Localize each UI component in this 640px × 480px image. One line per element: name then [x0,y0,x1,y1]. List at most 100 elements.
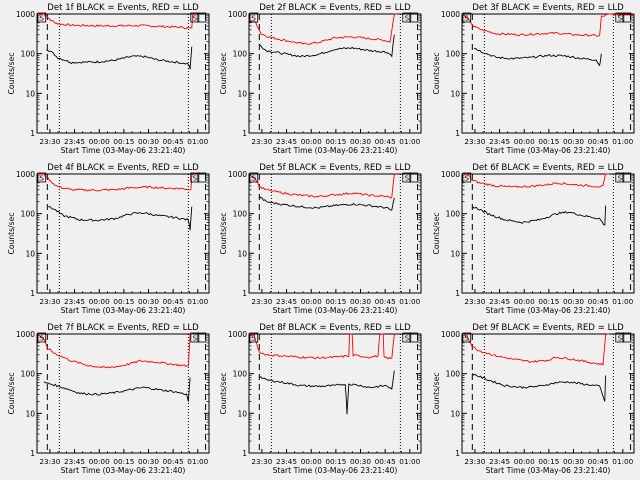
plot-frame [36,13,210,134]
y-tick-label: 10 [25,409,35,418]
y-tick-label: 1 [30,289,35,298]
chart-panel-2: Det 2f BLACK = Events, RED = LLD 1 10 100 10… [219,3,422,155]
x-tick-label: 00:00 [301,297,322,306]
saa-marker-label: S [193,175,198,183]
events-series-line [471,373,607,402]
y-axis-label: Counts/sec [7,53,16,95]
y-tick-label: 1000 [16,10,35,19]
y-tick-label: 10 [450,89,460,98]
x-tick-label: 00:15 [113,297,134,306]
y-axis-label: Counts/sec [432,373,441,415]
x-tick-label: 23:30 [251,297,272,306]
events-series-line [473,47,602,67]
y-axis-label: Counts/sec [432,53,441,95]
saa-marker-box [249,12,259,23]
x-tick-label: 23:30 [39,297,60,306]
saa-marker-label: S [405,335,410,343]
x-tick-label: 00:15 [538,137,559,146]
saa-marker-box [462,172,472,183]
y-tick-label: 1000 [228,330,247,339]
lld-series-line [461,173,610,188]
x-axis-label: Start Time (03-May-06 23:21:40) [61,146,186,155]
x-tick-label: 01:00 [612,457,633,466]
x-tick-label: 00:30 [138,297,159,306]
chart-panel-7: Det 7f BLACK = Events, RED = LLD 1 10 100 10… [7,323,210,475]
y-tick-label: 1000 [228,10,247,19]
chart-panel-8: Det 8f BLACK = Events, RED = LLD 1 10 100 10… [219,323,422,475]
saa-marker-box [462,12,472,23]
x-tick-label: 00:30 [350,297,371,306]
x-tick-label: 00:15 [538,457,559,466]
plot-frame [36,333,210,454]
chart-title: Det 5f BLACK = Events, RED = LLD [259,163,411,173]
x-tick-label: 23:30 [464,457,485,466]
plot-frame [36,173,210,294]
saa-marker-box [37,172,47,183]
y-tick-label: 10 [237,89,247,98]
y-axis-label: Counts/sec [219,373,228,415]
saa-marker-label: S [464,175,469,183]
y-tick-label: 10 [237,409,247,418]
x-tick-label: 23:45 [64,457,85,466]
y-axis-label: Counts/sec [219,213,228,255]
chart-title: Det 9f BLACK = Events, RED = LLD [472,323,624,333]
y-tick-label: 1000 [16,170,35,179]
chart-panel-1: Det 1f BLACK = Events, RED = LLD 1 10 100 10… [7,3,210,155]
y-tick-label: 1000 [441,330,460,339]
x-tick-label: 00:45 [375,137,396,146]
y-axis-label: Counts/sec [7,213,16,255]
x-tick-label: 00:30 [350,457,371,466]
x-tick-label: 00:00 [301,457,322,466]
chart-title: Det 1f BLACK = Events, RED = LLD [47,3,199,13]
x-tick-label: 23:30 [251,137,272,146]
x-tick-label: 00:45 [375,297,396,306]
saa-marker-box [622,332,632,343]
x-tick-label: 00:15 [325,137,346,146]
x-tick-label: 23:45 [276,137,297,146]
lld-series-line [461,13,635,37]
saa-marker-box [615,172,625,183]
x-tick-label: 23:45 [276,297,297,306]
x-axis-label: Start Time (03-May-06 23:21:40) [273,306,398,315]
y-tick-label: 1 [30,449,35,458]
saa-marker-box [615,12,625,23]
saa-marker-label: S [251,175,256,183]
y-tick-label: 10 [450,409,460,418]
saa-marker-label: S [618,175,623,183]
saa-marker-box [190,332,200,343]
x-tick-label: 00:00 [89,297,110,306]
plot-frame [461,333,635,454]
plot-frame [248,173,422,294]
saa-marker-label: S [405,15,410,23]
x-axis-label: Start Time (03-May-06 23:21:40) [61,466,186,475]
y-tick-label: 1000 [228,170,247,179]
y-tick-label: 100 [21,210,36,219]
y-tick-label: 10 [25,249,35,258]
x-axis-label: Start Time (03-May-06 23:21:40) [486,146,611,155]
chart-title: Det 4f BLACK = Events, RED = LLD [47,163,199,173]
saa-marker-label: S [464,335,469,343]
x-tick-label: 00:30 [138,457,159,466]
x-tick-label: 00:15 [538,297,559,306]
y-tick-label: 100 [446,210,461,219]
saa-marker-box [402,12,412,23]
y-tick-label: 100 [233,210,248,219]
x-tick-label: 00:30 [138,137,159,146]
x-tick-label: 23:45 [276,457,297,466]
x-tick-label: 00:45 [588,137,609,146]
events-series-line [258,34,395,58]
saa-marker-box [37,332,47,343]
y-tick-label: 100 [446,370,461,379]
lld-series-line [248,333,398,360]
chart-panel-3: Det 3f BLACK = Events, RED = LLD 1 10 100 10… [432,3,635,155]
y-tick-label: 1 [455,289,460,298]
chart-title: Det 7f BLACK = Events, RED = LLD [47,323,199,333]
y-tick-label: 100 [21,50,36,59]
x-tick-label: 01:00 [187,137,208,146]
x-tick-label: 23:45 [64,297,85,306]
saa-marker-label: S [251,15,256,23]
x-tick-label: 00:45 [588,297,609,306]
saa-marker-label: S [464,15,469,23]
saa-marker-box [197,332,207,343]
